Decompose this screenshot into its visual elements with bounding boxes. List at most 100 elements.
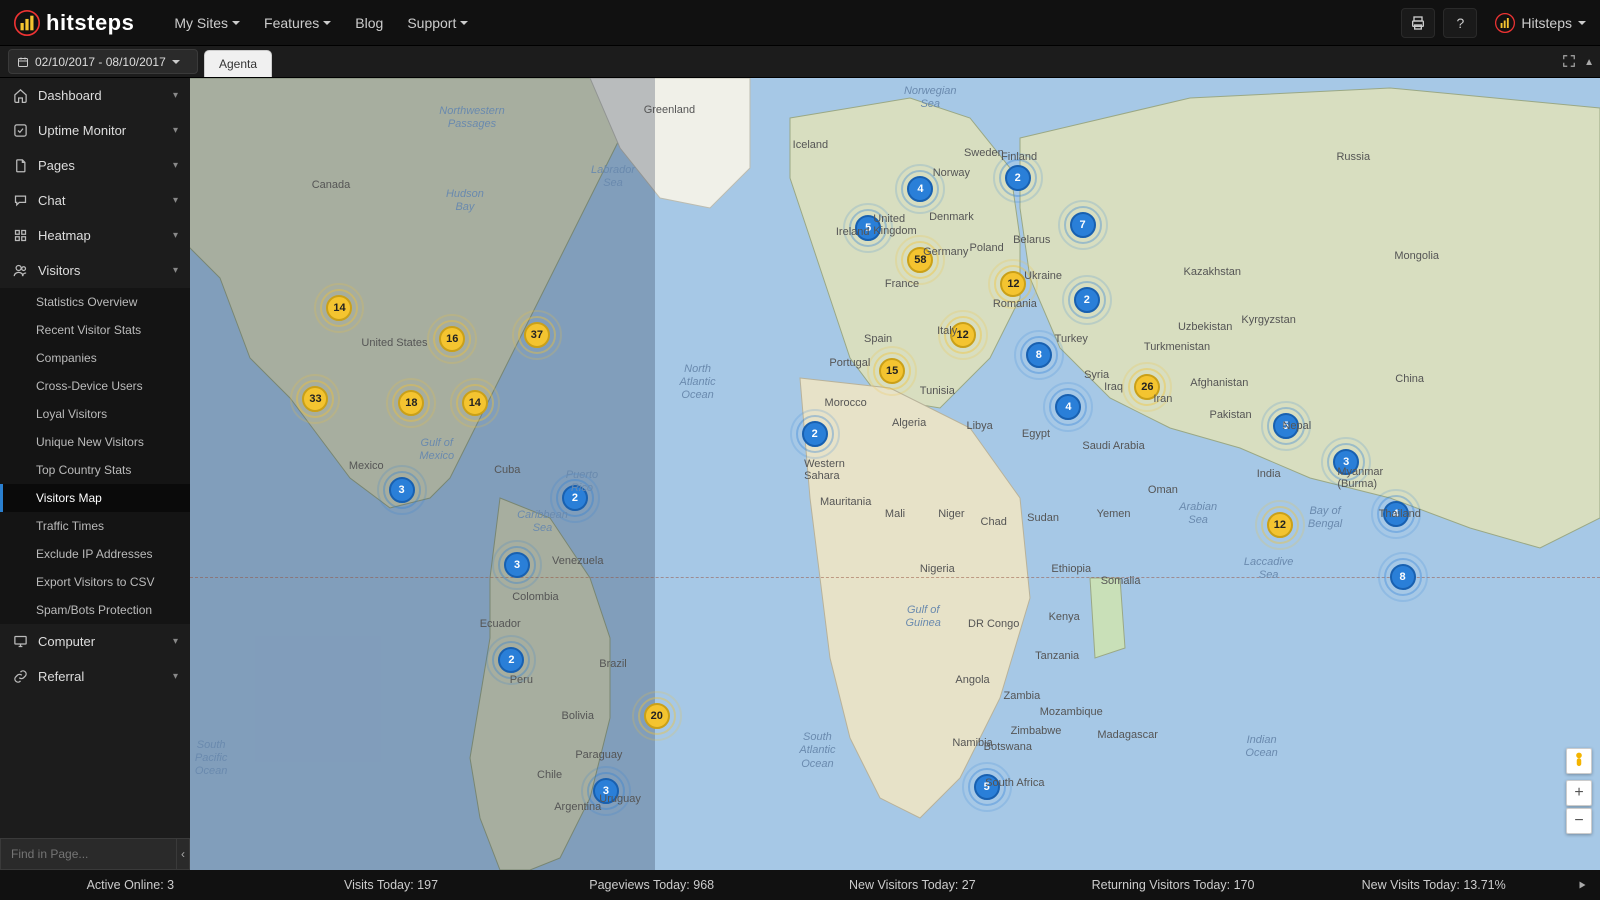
- sidebar-subitem-traffic-times[interactable]: Traffic Times: [0, 512, 190, 540]
- sidebar-subitem-statistics-overview[interactable]: Statistics Overview: [0, 288, 190, 316]
- visitor-cluster-marker[interactable]: 2: [1005, 165, 1031, 191]
- sidebar-subitem-top-country-stats[interactable]: Top Country Stats: [0, 456, 190, 484]
- topnav-item-blog[interactable]: Blog: [355, 15, 383, 31]
- visitor-cluster-marker[interactable]: 8: [1026, 342, 1052, 368]
- visitor-cluster-marker[interactable]: 4: [1383, 501, 1409, 527]
- visitors-map-panel[interactable]: + − 141637331814323220354582712212815426…: [190, 78, 1600, 870]
- sidebar-item-heatmap[interactable]: Heatmap ▾: [0, 218, 190, 253]
- print-icon: [1410, 15, 1426, 31]
- check-icon: [12, 123, 28, 138]
- footer-play-button[interactable]: [1564, 879, 1600, 891]
- chevron-down-icon: ▾: [173, 671, 178, 682]
- chevron-down-icon: ▾: [173, 265, 178, 276]
- footer-stat-returning-visitors-today: Returning Visitors Today: 170: [1043, 878, 1304, 892]
- tab-active[interactable]: Agenta: [204, 50, 272, 77]
- chevron-down-icon: [460, 21, 468, 25]
- visitor-cluster-marker[interactable]: 16: [439, 326, 465, 352]
- brand-logo[interactable]: hitsteps: [14, 10, 134, 36]
- streetview-pegman[interactable]: [1566, 748, 1592, 774]
- topnav-label: My Sites: [174, 15, 228, 31]
- topnav-item-features[interactable]: Features: [264, 15, 331, 31]
- sidebar-subitem-cross-device-users[interactable]: Cross-Device Users: [0, 372, 190, 400]
- visitor-cluster-marker[interactable]: 8: [1390, 564, 1416, 590]
- sidebar-item-dashboard[interactable]: Dashboard▾: [0, 78, 190, 113]
- footer-stat-new-visitors-today: New Visitors Today: 27: [782, 878, 1043, 892]
- visitor-cluster-marker[interactable]: 58: [907, 247, 933, 273]
- sidebar-subitem-unique-new-visitors[interactable]: Unique New Visitors: [0, 428, 190, 456]
- visitor-cluster-marker[interactable]: 33: [302, 386, 328, 412]
- fullscreen-button[interactable]: [1562, 54, 1576, 71]
- sidebar-subitem-spam-bots-protection[interactable]: Spam/Bots Protection: [0, 596, 190, 624]
- visitor-cluster-marker[interactable]: 15: [879, 358, 905, 384]
- zoom-in-button[interactable]: +: [1566, 780, 1592, 806]
- sidebar-item-label: Visitors: [38, 263, 80, 278]
- visitor-cluster-marker[interactable]: 37: [524, 322, 550, 348]
- visitor-cluster-marker[interactable]: 12: [950, 322, 976, 348]
- users-icon: [12, 263, 28, 278]
- chevron-down-icon: ▾: [173, 195, 178, 206]
- sidebar-item-referral[interactable]: Referral▾: [0, 659, 190, 694]
- visitor-cluster-marker[interactable]: 3: [504, 552, 530, 578]
- sidebar-item-visitors[interactable]: Visitors ▾: [0, 253, 190, 288]
- topnav-item-my-sites[interactable]: My Sites: [174, 15, 240, 31]
- sidebar-item-computer[interactable]: Computer▾: [0, 624, 190, 659]
- help-button[interactable]: ?: [1443, 8, 1477, 38]
- grid-icon: [12, 228, 28, 243]
- topnav-label: Blog: [355, 15, 383, 31]
- sidebar-item-uptime-monitor[interactable]: Uptime Monitor▾: [0, 113, 190, 148]
- visitor-cluster-marker[interactable]: 2: [498, 647, 524, 673]
- visitor-cluster-marker[interactable]: 2: [1074, 287, 1100, 313]
- date-range-text: 02/10/2017 - 08/10/2017: [35, 55, 166, 69]
- sidebar-item-label: Dashboard: [38, 88, 102, 103]
- chevron-down-icon: ▾: [173, 230, 178, 241]
- visitor-cluster-marker[interactable]: 18: [398, 390, 424, 416]
- visitor-cluster-marker[interactable]: 2: [802, 421, 828, 447]
- visitor-cluster-marker[interactable]: 12: [1267, 512, 1293, 538]
- print-button[interactable]: [1401, 8, 1435, 38]
- visitor-cluster-marker[interactable]: 3: [593, 778, 619, 804]
- chevron-down-icon: [232, 21, 240, 25]
- sidebar-search-input[interactable]: [0, 838, 177, 870]
- visitor-cluster-marker[interactable]: 7: [1070, 212, 1096, 238]
- visitor-cluster-marker[interactable]: 4: [1055, 394, 1081, 420]
- topnav-item-support[interactable]: Support: [407, 15, 468, 31]
- zoom-out-button[interactable]: −: [1566, 808, 1592, 834]
- sidebar-subitem-recent-visitor-stats[interactable]: Recent Visitor Stats: [0, 316, 190, 344]
- sidebar-subitem-visitors-map[interactable]: Visitors Map: [0, 484, 190, 512]
- top-bar: hitsteps My Sites Features Blog Support ?…: [0, 0, 1600, 46]
- chevron-down-icon: ▾: [173, 160, 178, 171]
- sidebar-subitem-companies[interactable]: Companies: [0, 344, 190, 372]
- visitor-cluster-marker[interactable]: 14: [462, 390, 488, 416]
- visitor-cluster-marker[interactable]: 5: [1273, 413, 1299, 439]
- chevron-down-icon: [172, 60, 180, 64]
- collapse-up-button[interactable]: ▲: [1584, 57, 1594, 68]
- visitor-cluster-marker[interactable]: 20: [644, 703, 670, 729]
- play-icon: [1576, 879, 1588, 891]
- sidebar-collapse-button[interactable]: ‹: [177, 838, 190, 870]
- visitor-cluster-marker[interactable]: 5: [855, 215, 881, 241]
- visitor-cluster-marker[interactable]: 12: [1000, 271, 1026, 297]
- sidebar-item-chat[interactable]: Chat▾: [0, 183, 190, 218]
- chevron-down-icon: ▾: [173, 636, 178, 647]
- visitor-cluster-marker[interactable]: 3: [1333, 449, 1359, 475]
- sidebar-subitem-export-visitors-to-csv[interactable]: Export Visitors to CSV: [0, 568, 190, 596]
- panel-controls: ▲: [1562, 46, 1594, 78]
- user-menu[interactable]: Hitsteps: [1495, 13, 1586, 33]
- visitor-cluster-marker[interactable]: 5: [974, 774, 1000, 800]
- sidebar-subitem-loyal-visitors[interactable]: Loyal Visitors: [0, 400, 190, 428]
- sidebar-footer: ‹: [0, 838, 190, 870]
- visitor-cluster-marker[interactable]: 26: [1134, 374, 1160, 400]
- visitor-cluster-marker[interactable]: 14: [326, 295, 352, 321]
- help-icon: ?: [1457, 15, 1465, 31]
- sidebar-item-label: Heatmap: [38, 228, 91, 243]
- sidebar-item-label: Uptime Monitor: [38, 123, 126, 138]
- visitor-cluster-marker[interactable]: 2: [562, 485, 588, 511]
- brand-name: hitsteps: [46, 10, 134, 36]
- sidebar-item-pages[interactable]: Pages▾: [0, 148, 190, 183]
- date-range-picker[interactable]: 02/10/2017 - 08/10/2017: [8, 49, 198, 74]
- visitor-cluster-marker[interactable]: 3: [389, 477, 415, 503]
- visitor-cluster-marker[interactable]: 4: [907, 176, 933, 202]
- user-avatar-icon: [1495, 13, 1515, 33]
- chevron-down-icon: [323, 21, 331, 25]
- sidebar-subitem-exclude-ip-addresses[interactable]: Exclude IP Addresses: [0, 540, 190, 568]
